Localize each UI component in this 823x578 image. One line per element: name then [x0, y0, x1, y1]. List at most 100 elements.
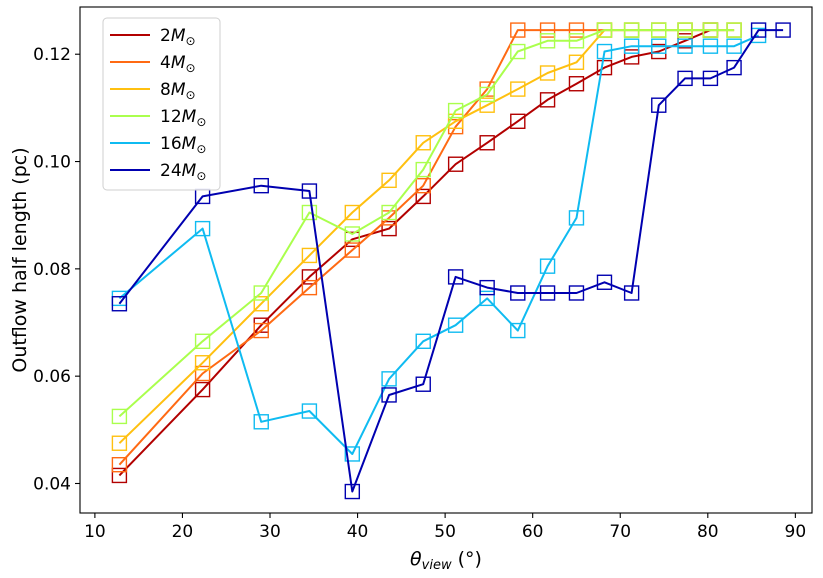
data-point-marker [568, 33, 585, 49]
plot-frame [79, 6, 813, 514]
data-point-marker [111, 296, 128, 312]
x-axis-label: θview (°) [410, 548, 482, 573]
data-point-marker [111, 467, 128, 484]
data-point-marker [623, 49, 640, 65]
data-point-marker [539, 22, 556, 38]
data-point-marker [415, 161, 431, 178]
series-24-msun [111, 22, 791, 500]
data-point-marker [510, 322, 526, 339]
series-line [118, 29, 711, 477]
x-tick-label: 90 [785, 522, 807, 542]
data-point-marker [568, 22, 585, 38]
data-point-marker [539, 92, 556, 108]
y-tick-label: 0.10 [33, 153, 71, 173]
series-line [118, 29, 784, 493]
data-point-marker [344, 226, 361, 242]
data-point-marker [677, 22, 693, 38]
series-layer [111, 22, 791, 500]
data-point-marker [539, 65, 556, 81]
data-point-marker [253, 177, 269, 194]
data-point-marker [344, 204, 361, 221]
data-point-marker [479, 290, 495, 307]
data-point-marker [344, 446, 361, 462]
data-point-marker [415, 188, 431, 205]
y-axis: 0.04 0.06 0.08 0.10 0.12 [33, 45, 80, 494]
data-point-marker [651, 22, 667, 38]
data-point-marker [726, 22, 742, 38]
y-tick-label: 0.04 [33, 474, 71, 494]
data-point-marker [447, 317, 464, 333]
data-point-marker [253, 296, 269, 312]
legend-sun-symbol: ⊙ [186, 61, 196, 75]
data-point-marker [702, 70, 719, 87]
data-point-marker [381, 172, 397, 189]
data-point-marker [381, 204, 397, 221]
legend-mass-unit: M [182, 134, 197, 154]
x-axis-label-subscript: view [422, 558, 452, 573]
data-point-marker [447, 269, 464, 285]
series-line [118, 34, 760, 455]
series-12-msun [111, 22, 742, 425]
data-point-marker [301, 183, 318, 199]
legend-label: 2M⊙ [160, 26, 196, 48]
x-axis-label-symbol: θ [410, 548, 422, 570]
y-tick-label: 0.06 [33, 367, 71, 387]
data-point-marker [381, 220, 397, 237]
data-point-marker [539, 258, 556, 274]
data-point-marker [568, 285, 585, 301]
data-point-marker [623, 38, 640, 54]
x-axis: 10 20 30 40 50 60 70 80 90 [84, 513, 806, 542]
data-point-marker [344, 242, 361, 258]
data-point-marker [510, 285, 526, 301]
legend-sun-symbol: ⊙ [196, 142, 206, 156]
legend-mass-value: 16 [160, 134, 182, 154]
legend-mass-unit: M [182, 161, 197, 181]
data-point-marker [510, 22, 526, 38]
y-tick-label: 0.12 [33, 45, 71, 65]
data-point-marker [415, 333, 431, 349]
legend-label: 4M⊙ [160, 53, 196, 75]
x-tick-label: 10 [84, 522, 106, 542]
data-point-marker [301, 269, 318, 285]
data-point-marker [479, 86, 495, 103]
data-point-marker [510, 113, 526, 129]
y-axis-label: Outflow half length (pc) [9, 147, 31, 372]
legend-mass-value: 2 [160, 26, 171, 46]
data-point-marker [596, 43, 613, 60]
data-point-marker [111, 457, 128, 473]
data-point-marker [479, 135, 495, 151]
data-point-marker [596, 59, 613, 76]
data-point-marker [479, 279, 495, 296]
data-point-marker [539, 33, 556, 49]
legend-sun-symbol: ⊙ [186, 34, 196, 48]
x-tick-label: 20 [172, 522, 194, 542]
legend-label: 24M⊙ [160, 161, 206, 183]
data-point-marker [651, 38, 667, 54]
data-point-marker [194, 355, 211, 371]
legend-mass-unit: M [171, 80, 186, 100]
data-point-marker [111, 408, 128, 425]
legend: 2M⊙4M⊙8M⊙12M⊙16M⊙24M⊙ [102, 17, 221, 191]
data-point-marker [194, 381, 211, 398]
series-line [118, 29, 735, 418]
data-point-marker [194, 220, 211, 237]
data-point-marker [301, 204, 318, 221]
data-point-marker [677, 38, 693, 54]
data-point-marker [447, 156, 464, 172]
data-point-marker [447, 102, 464, 119]
data-point-marker [381, 387, 397, 403]
data-point-marker [415, 177, 431, 194]
legend-mass-value: 4 [160, 53, 171, 73]
data-point-marker [702, 22, 719, 38]
legend-mass-value: 8 [160, 80, 171, 100]
legend-mass-unit: M [171, 53, 186, 73]
data-point-marker [301, 403, 318, 419]
data-point-marker [750, 22, 767, 38]
legend-sun-symbol: ⊙ [186, 88, 196, 102]
data-point-marker [415, 135, 431, 151]
data-point-marker [596, 22, 613, 38]
data-point-marker [568, 76, 585, 92]
data-point-marker [301, 247, 318, 264]
data-point-marker [726, 38, 742, 54]
